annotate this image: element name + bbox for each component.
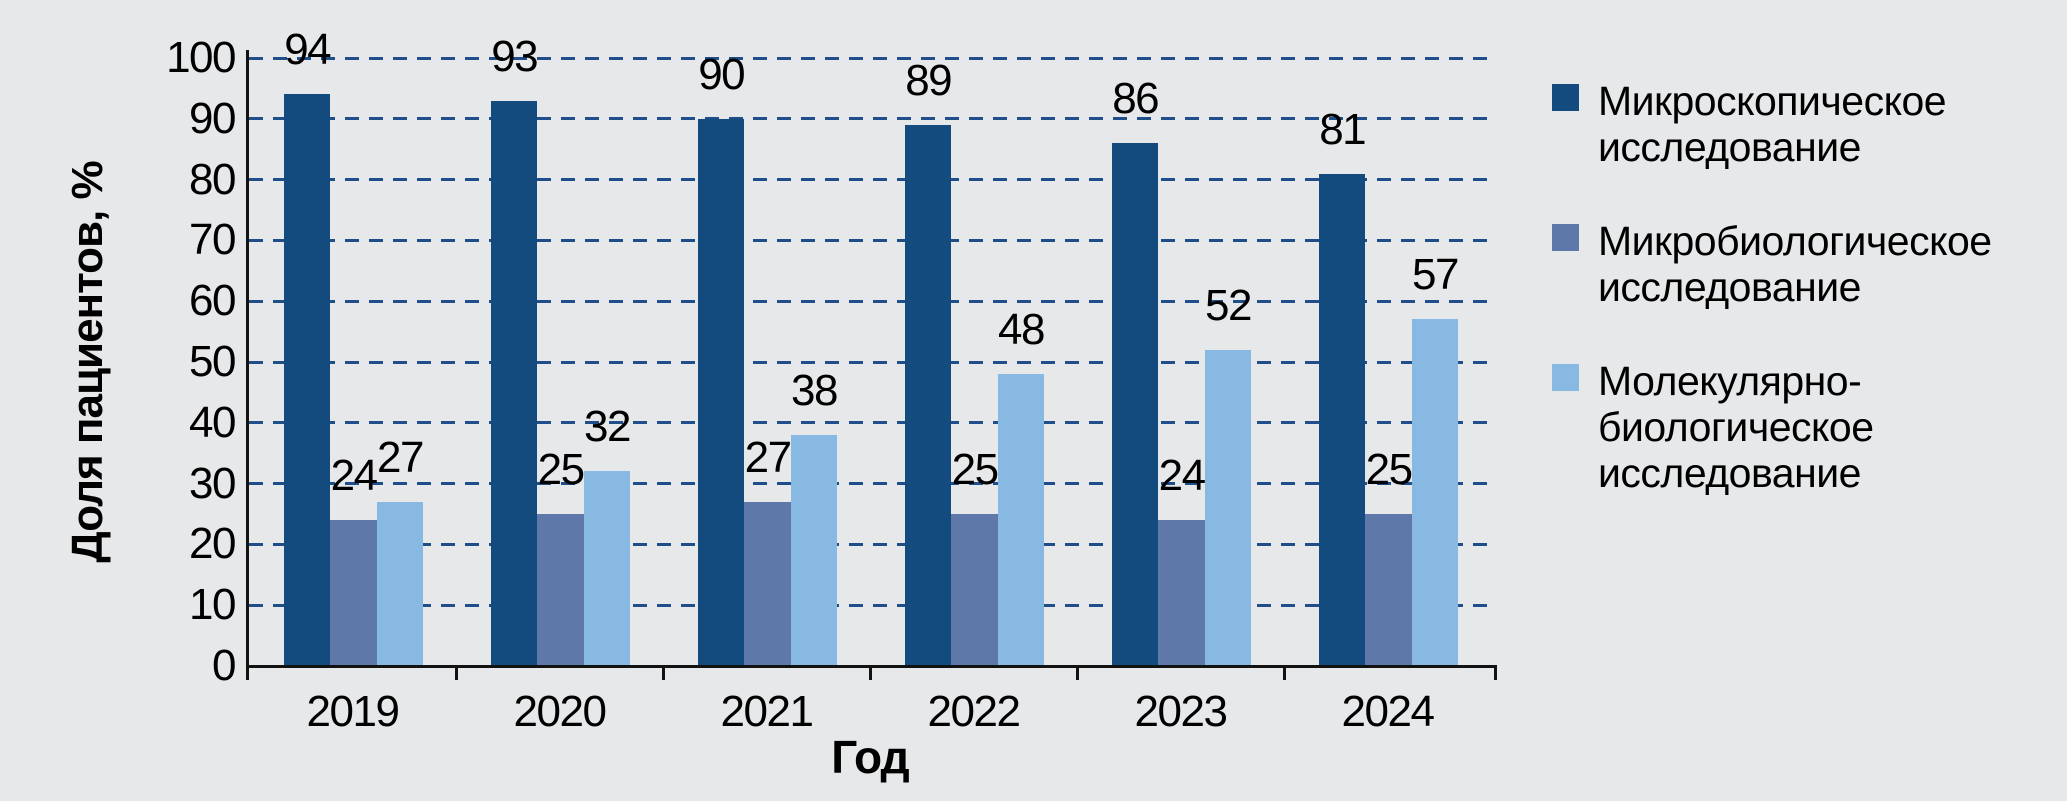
gridline-100: [249, 56, 1491, 60]
legend-swatch-series1: [1552, 84, 1579, 111]
y-tick-label-90: 90: [189, 93, 236, 143]
x-tick-label-2022: 2022: [927, 687, 1021, 736]
bar-series3-2021: [790, 434, 838, 666]
value-label-series2-2020: 25: [537, 445, 585, 494]
y-tick-label-0: 0: [212, 641, 236, 690]
legend-label-series1: Микроскопическое исследование: [1598, 78, 1947, 170]
x-axis-tick-1: [454, 666, 458, 680]
value-label-series1-2023: 86: [1112, 74, 1159, 124]
legend-label-line: биологическое: [1598, 404, 1874, 450]
legend-entry-2: Микробиологическое исследование: [1552, 218, 1992, 310]
x-axis-tick-3: [868, 666, 872, 680]
y-tick-label-50: 50: [189, 337, 236, 386]
gridline-10: [249, 603, 1491, 607]
bar-series1-2023: [1112, 143, 1159, 666]
value-label-series2-2019: 24: [330, 451, 378, 501]
y-tick-label-60: 60: [189, 276, 236, 326]
gridline-90: [249, 117, 1491, 121]
y-tick-label-80: 80: [189, 154, 236, 204]
x-axis-line: [246, 664, 1497, 668]
value-label-series3-2022: 48: [998, 305, 1045, 355]
y-tick-label-70: 70: [189, 215, 236, 265]
gridline-50: [249, 360, 1491, 364]
gridline-70: [249, 238, 1491, 242]
value-label-series1-2020: 93: [491, 31, 538, 81]
legend-entry-1: Микроскопическое исследование: [1552, 78, 1992, 170]
x-tick-label-2024: 2024: [1341, 687, 1435, 736]
legend-label-line: Микроскопическое: [1598, 78, 1947, 124]
y-tick-label-40: 40: [189, 397, 236, 447]
value-label-series3-2019: 27: [377, 432, 424, 482]
bar-series3-2023: [1204, 349, 1252, 666]
bar-series2-2023: [1158, 520, 1205, 666]
y-tick-label-30: 30: [189, 458, 236, 508]
bar-series2-2019: [330, 520, 377, 666]
bar-series3-2022: [997, 374, 1045, 666]
bar-series2-2020: [537, 514, 584, 666]
value-label-series2-2022: 25: [951, 445, 999, 494]
gridline-40: [249, 421, 1491, 425]
value-label-series1-2021: 90: [698, 49, 745, 99]
x-tick-label-2020: 2020: [513, 687, 607, 736]
bar-series3-2024: [1411, 319, 1459, 666]
bar-series1-2021: [698, 118, 745, 666]
value-label-series1-2019: 94: [284, 25, 331, 75]
gridline-80: [249, 178, 1491, 182]
x-axis-tick-4: [1075, 666, 1079, 680]
legend-label-line: Микробиологическое: [1598, 218, 1992, 264]
bar-series1-2022: [905, 124, 952, 666]
value-label-series3-2024: 57: [1412, 250, 1459, 300]
y-tick-label-20: 20: [189, 519, 236, 569]
value-label-series2-2021: 27: [744, 432, 792, 482]
gridline-60: [249, 299, 1491, 303]
x-tick-label-2021: 2021: [720, 687, 814, 736]
y-tick-label-100: 100: [166, 33, 236, 82]
y-axis-line: [246, 50, 249, 680]
x-axis-tick-5: [1282, 666, 1286, 680]
bar-series2-2021: [744, 501, 791, 666]
value-label-series2-2024: 25: [1365, 445, 1413, 494]
bar-series1-2020: [491, 100, 538, 666]
bar-series2-2024: [1365, 514, 1412, 666]
legend-label-line: исследование: [1598, 450, 1861, 496]
x-axis-tick-2: [661, 666, 665, 680]
value-label-series2-2023: 24: [1158, 451, 1206, 501]
legend-label-line: исследование: [1598, 264, 1861, 310]
legend-label-line: Молекулярно-: [1598, 358, 1862, 404]
legend-label-series2: Микробиологическое исследование: [1598, 218, 1992, 310]
x-tick-label-2023: 2023: [1134, 687, 1228, 736]
value-label-series3-2020: 32: [584, 402, 631, 452]
legend-entry-3: Молекулярно-биологическое исследование: [1552, 358, 1992, 496]
bar-series1-2019: [284, 94, 331, 666]
y-tick-label-10: 10: [189, 580, 236, 630]
x-axis-tick-end: [1494, 666, 1497, 680]
value-label-series3-2021: 38: [791, 365, 838, 415]
x-axis-title: Год: [831, 731, 909, 783]
legend: Микроскопическое исследование Микробиологи…: [1552, 78, 1992, 496]
legend-label-line: исследование: [1598, 124, 1861, 170]
legend-swatch-series2: [1552, 224, 1579, 251]
bar-series2-2022: [951, 514, 998, 666]
value-label-series1-2024: 81: [1319, 104, 1366, 154]
bar-series3-2020: [583, 471, 631, 666]
gridline-20: [249, 542, 1491, 546]
x-tick-label-2019: 2019: [306, 687, 400, 736]
value-label-series1-2022: 89: [905, 55, 952, 105]
value-label-series3-2023: 52: [1205, 280, 1252, 330]
bar-series3-2019: [376, 501, 424, 666]
bar-series1-2024: [1319, 173, 1366, 666]
legend-label-series3: Молекулярно-биологическое исследование: [1598, 358, 1874, 496]
legend-swatch-series3: [1552, 364, 1579, 391]
gridline-30: [249, 482, 1491, 486]
